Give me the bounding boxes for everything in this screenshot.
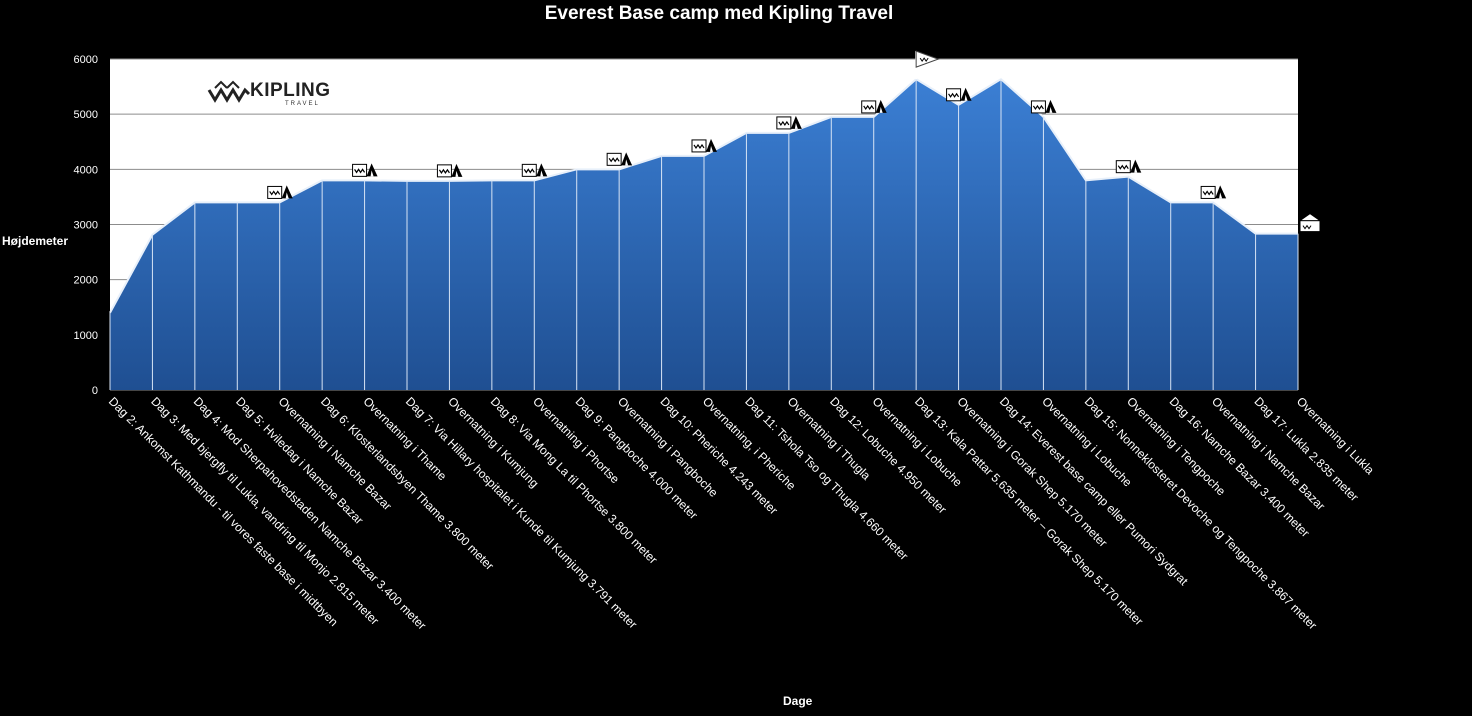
y-tick-label: 4000: [74, 164, 98, 176]
tent-icon: [1200, 185, 1227, 199]
logo-wordmark: KIPLING: [250, 80, 331, 101]
tent-icon: [436, 163, 463, 178]
summit-flag-icon: [915, 50, 940, 80]
y-tick-label: 2000: [74, 275, 98, 287]
y-axis-label: Højdemeter: [2, 234, 69, 248]
y-tick-label: 6000: [74, 54, 98, 66]
x-category-label: Overnatning i Lukla: [1294, 394, 1377, 477]
tent-icon: [521, 163, 548, 177]
kipling-travel-logo: KIPLING TRAVEL: [207, 76, 337, 116]
chart-title: Everest Base camp med Kipling Travel: [544, 3, 894, 24]
kipling-emblem-icon: [207, 80, 251, 103]
x-axis-label: Dage: [783, 694, 813, 708]
tent-icon: [691, 138, 717, 153]
tent-icon: [1115, 159, 1142, 174]
y-tick-label: 0: [92, 385, 98, 397]
tent-icon: [606, 152, 633, 166]
tent-icon: [267, 185, 293, 199]
tent-icon: [1030, 99, 1057, 114]
lodge-icon: [1298, 212, 1322, 233]
tent-icon: [861, 99, 887, 114]
x-category-label: Overnatning i Thugla: [785, 394, 874, 483]
tent-icon: [352, 163, 378, 177]
logo-subtitle: TRAVEL: [285, 101, 320, 107]
tent-icon: [776, 115, 802, 130]
x-category-label: Overnatning i Gorak Shep 5.170 meter: [954, 394, 1110, 550]
y-tick-label: 1000: [74, 330, 98, 342]
y-tick-label: 3000: [74, 220, 98, 232]
y-tick-label: 5000: [74, 109, 98, 121]
tent-icon: [946, 87, 972, 102]
